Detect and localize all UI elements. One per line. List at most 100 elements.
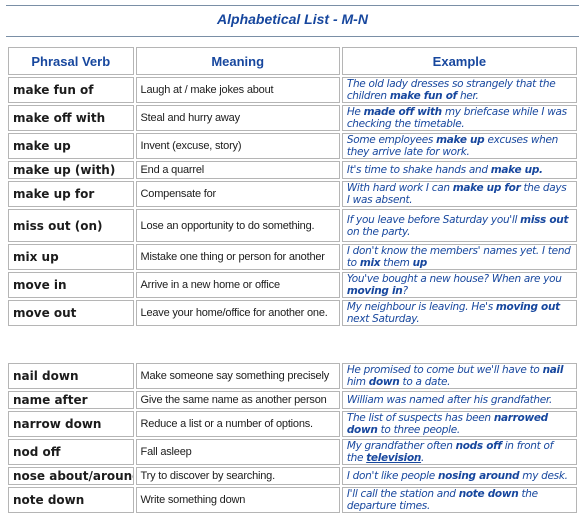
example-cell: William was named after his grandfather. [341, 391, 577, 409]
example-cell: You've bought a new house? When are you … [341, 272, 577, 298]
phrasal-verb-cell: nod off [8, 439, 134, 465]
phrasal-verb-cell: nail down [8, 363, 134, 389]
meaning-cell: Steal and hurry away [135, 105, 340, 131]
phrasal-verb-cell: move in [8, 272, 134, 298]
example-text: the departure times. [346, 488, 538, 512]
table-row: move out Leave your home/office for anoth… [8, 300, 577, 326]
phrasal-verb-cell: note down [8, 487, 134, 513]
title-bottom-rule [6, 36, 579, 37]
example-text: excuses when they arrive late for work. [346, 134, 559, 158]
table-row: miss out (on) Lose an opportunity to do s… [8, 209, 577, 242]
example-emphasis: make up for [452, 182, 521, 194]
example-cell: He promised to come but we'll have to na… [341, 363, 577, 389]
meaning-cell: Give the same name as another person [135, 391, 340, 409]
meaning-cell: Fall asleep [135, 439, 340, 465]
phrasal-verb-cell: narrow down [8, 411, 134, 437]
phrasal-verb-cell: mix up [8, 244, 134, 270]
example-underline: television [366, 452, 422, 464]
header-meaning: Meaning [135, 47, 340, 75]
table-row: name after Give the same name as another … [8, 391, 577, 409]
meaning-cell: Make someone say something precisely [135, 363, 340, 389]
example-text: He promised to come but we'll have to [346, 364, 543, 376]
phrasal-verb-cell: nose about/around [8, 467, 134, 485]
example-cell: It's time to shake hands and make up. [341, 161, 577, 179]
example-text: ? [402, 285, 408, 297]
meaning-cell: Lose an opportunity to do something. [135, 209, 340, 242]
phrasal-verb-cell: make off with [8, 105, 134, 131]
meaning-cell: Laugh at / make jokes about [135, 77, 340, 103]
example-text: on the party. [346, 225, 411, 238]
phrasal-verb-cell: make fun of [8, 77, 134, 103]
example-text: them [380, 257, 413, 269]
example-emphasis: narrowed down [346, 412, 548, 436]
example-emphasis: nosing around [438, 470, 520, 482]
example-cell: My neighbour is leaving. He's moving out… [341, 300, 577, 326]
example-text: It's time to shake hands and [346, 164, 491, 176]
example-text: . [421, 452, 425, 464]
example-emphasis: make up. [490, 164, 543, 176]
meaning-cell: Invent (excuse, story) [135, 133, 340, 159]
meaning-cell: Leave your home/office for another one. [135, 300, 340, 326]
header-example: Example [341, 47, 577, 75]
example-cell: The list of suspects has been narrowed d… [341, 411, 577, 437]
meaning-cell: Compensate for [135, 181, 340, 207]
meaning-cell: Try to discover by searching. [135, 467, 340, 485]
example-text: I'll call the station and [346, 488, 459, 500]
table-body-n: nail down Make someone say something prec… [8, 363, 577, 513]
example-emphasis: miss out [520, 213, 569, 226]
example-emphasis: television [366, 452, 421, 464]
example-text: him [346, 376, 369, 388]
example-emphasis: made off with [363, 106, 443, 118]
example-text: The list of suspects has been [346, 412, 494, 424]
phrasal-verbs-table-m: Phrasal Verb Meaning Example make fun of… [6, 45, 579, 328]
example-text: He [346, 106, 364, 118]
example-text: My grandfather often [346, 440, 456, 452]
example-text: I don't know the members' names yet. I t… [346, 245, 571, 269]
table-row: make off with Steal and hurry away He made… [8, 105, 577, 131]
phrasal-verb-cell: move out [8, 300, 134, 326]
phrasal-verb-cell: make up [8, 133, 134, 159]
example-emphasis: note down [458, 488, 519, 500]
header-phrasal-verb: Phrasal Verb [8, 47, 134, 75]
example-text: The old lady dresses so strangely that t… [346, 78, 556, 102]
example-text: my briefcase while I was checking the ti… [346, 106, 567, 130]
table-row: narrow down Reduce a list or a number of … [8, 411, 577, 437]
table-row: make up for Compensate for With hard work … [8, 181, 577, 207]
meaning-cell: Arrive in a new home or office [135, 272, 340, 298]
example-emphasis: mix [359, 257, 381, 269]
example-text: the days I was absent. [346, 182, 567, 206]
table-header-row: Phrasal Verb Meaning Example [8, 47, 577, 75]
example-emphasis: make up [436, 134, 485, 146]
example-text: I don't like people [346, 470, 438, 482]
example-emphasis: moving out [495, 301, 560, 313]
example-emphasis: up [412, 257, 428, 269]
table-row: make up (with) End a quarrel It's time to … [8, 161, 577, 179]
example-text: to three people. [377, 424, 461, 436]
table-row: nod off Fall asleep My grandfather often n… [8, 439, 577, 465]
example-cell: Some employees make up excuses when they… [341, 133, 577, 159]
title-top-rule [6, 5, 579, 6]
example-emphasis: moving in [346, 285, 403, 297]
page-title: Alphabetical List - M-N [217, 11, 368, 27]
example-emphasis: make fun of [389, 90, 457, 102]
example-text: William was named after his grandfather. [346, 394, 553, 406]
example-text: to a date. [399, 376, 451, 388]
table-row: mix up Mistake one thing or person for an… [8, 244, 577, 270]
example-cell: My grandfather often nods off in front o… [341, 439, 577, 465]
example-cell: With hard work I can make up for the day… [341, 181, 577, 207]
example-text: If you leave before Saturday you'll [346, 213, 521, 226]
meaning-cell: Mistake one thing or person for another [135, 244, 340, 270]
table-row: move in Arrive in a new home or office You… [8, 272, 577, 298]
phrasal-verb-cell: make up for [8, 181, 134, 207]
example-text: in front of the [346, 440, 553, 464]
table-row: nose about/around Try to discover by sear… [8, 467, 577, 485]
example-emphasis: nods off [455, 440, 502, 452]
example-text: My neighbour is leaving. He's [346, 301, 496, 313]
meaning-cell: End a quarrel [135, 161, 340, 179]
table-row: nail down Make someone say something prec… [8, 363, 577, 389]
meaning-cell: Reduce a list or a number of options. [135, 411, 340, 437]
example-cell: If you leave before Saturday you'll miss… [341, 209, 577, 242]
example-cell: He made off with my briefcase while I wa… [341, 105, 577, 131]
example-text: her. [456, 90, 479, 102]
table-row: make up Invent (excuse, story) Some employ… [8, 133, 577, 159]
